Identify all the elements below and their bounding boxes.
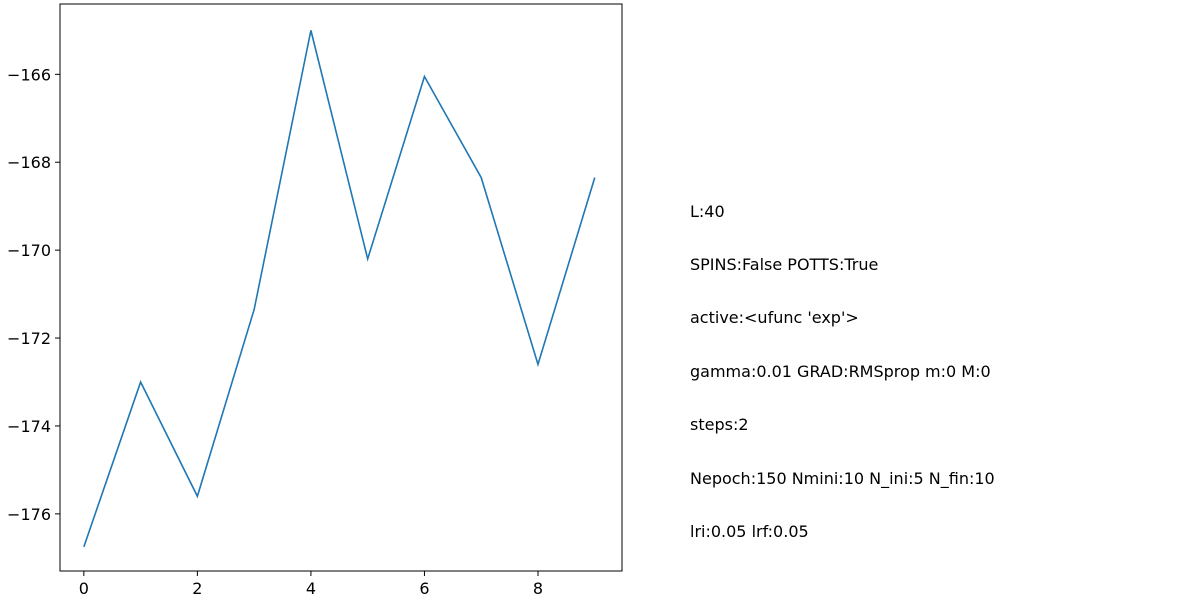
parameter-annotation: L:40 SPINS:False POTTS:True active:<ufun…	[690, 167, 995, 559]
x-tick-label: 0	[79, 579, 89, 598]
x-tick-label: 4	[306, 579, 316, 598]
annotation-line: SPINS:False POTTS:True	[690, 254, 879, 274]
y-tick-label: −172	[7, 329, 51, 348]
annotation-line: lri:0.05 lrf:0.05	[690, 521, 809, 541]
y-tick-label: −170	[7, 241, 51, 260]
x-tick-label: 8	[533, 579, 543, 598]
x-axis: 0 2 4 6 8	[79, 571, 543, 598]
x-tick-label: 6	[419, 579, 429, 598]
series-line	[83, 30, 596, 548]
annotation-line: Nepoch:150 Nmini:10 N_ini:5 N_fin:10	[690, 468, 995, 488]
y-tick-label: −174	[7, 417, 51, 436]
y-axis: −176 −174 −172 −170 −168 −166	[7, 65, 60, 524]
x-tick-label: 2	[192, 579, 202, 598]
annotation-line: gamma:0.01 GRAD:RMSprop m:0 M:0	[690, 361, 991, 381]
y-tick-label: −166	[7, 65, 51, 84]
y-tick-label: −168	[7, 153, 51, 172]
axes-frame	[59, 3, 623, 572]
y-tick-label: −176	[7, 505, 51, 524]
annotation-line: steps:2	[690, 415, 749, 435]
annotation-line: L:40	[690, 201, 725, 221]
annotation-line: active:<ufunc 'exp'>	[690, 308, 859, 328]
